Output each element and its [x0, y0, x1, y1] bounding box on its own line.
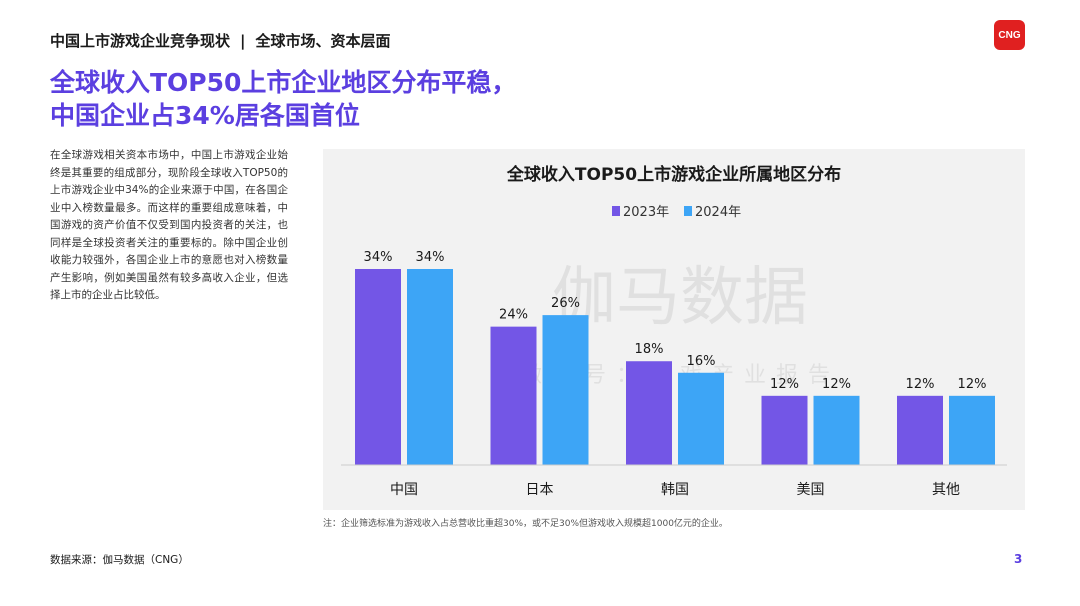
headline-line-2: 中国企业占34%居各国首位	[50, 101, 360, 130]
logo-text: CNG	[998, 29, 1021, 41]
data-label: 34%	[364, 250, 393, 265]
category-label: 美国	[797, 482, 825, 498]
page-number: 3	[1014, 552, 1023, 566]
bar	[897, 395, 943, 465]
section-title: 中国上市游戏企业竞争现状	[50, 32, 231, 50]
legend-label: 2023年	[623, 205, 669, 220]
data-label: 12%	[906, 377, 935, 392]
bar	[949, 395, 995, 465]
category-label: 其他	[932, 482, 960, 498]
bar	[407, 269, 453, 465]
data-label: 18%	[635, 342, 664, 357]
data-label: 34%	[416, 250, 445, 265]
legend-label: 2024年	[695, 205, 741, 220]
chart-note: 注：企业筛选标准为游戏收入占总营收比重超30%，或不足30%但游戏收入规模超10…	[323, 519, 728, 529]
header-separator: |	[240, 32, 246, 50]
bar	[626, 361, 672, 465]
data-label: 24%	[499, 308, 528, 323]
category-label: 日本	[526, 482, 554, 498]
headline-line-1: 全球收入TOP50上市企业地区分布平稳，	[50, 68, 517, 97]
category-label: 韩国	[661, 482, 689, 498]
bar-chart: 伽马数据微信号：游戏产业报告全球收入TOP50上市游戏企业所属地区分布2023年…	[341, 164, 1007, 498]
data-label: 12%	[770, 377, 799, 392]
chart-title: 全球收入TOP50上市游戏企业所属地区分布	[506, 164, 841, 185]
section-topic: 全球市场、资本层面	[255, 32, 391, 50]
category-label: 中国	[390, 482, 418, 498]
legend-swatch	[612, 206, 620, 216]
bar	[761, 395, 808, 465]
section-header: 中国上市游戏企业竞争现状 | 全球市场、资本层面	[50, 30, 391, 51]
data-label: 12%	[822, 377, 851, 392]
headline: 全球收入TOP50上市企业地区分布平稳， 中国企业占34%居各国首位	[50, 66, 670, 132]
bar	[490, 326, 537, 465]
data-label: 12%	[958, 377, 987, 392]
body-paragraph: 在全球游戏相关资本市场中，中国上市游戏企业始终是其重要的组成部分，现阶段全球收入…	[50, 149, 288, 301]
cng-logo: CNG	[994, 20, 1025, 50]
legend-swatch	[684, 206, 692, 216]
data-label: 16%	[687, 354, 716, 369]
bar	[813, 395, 860, 465]
data-label: 26%	[551, 296, 580, 311]
bar	[355, 269, 401, 465]
bar	[542, 315, 589, 465]
chart-panel: 伽马数据微信号：游戏产业报告全球收入TOP50上市游戏企业所属地区分布2023年…	[323, 149, 1025, 510]
data-source: 数据来源：伽马数据（CNG）	[50, 554, 189, 566]
watermark-main: 伽马数据	[552, 261, 808, 335]
bar	[678, 372, 724, 465]
